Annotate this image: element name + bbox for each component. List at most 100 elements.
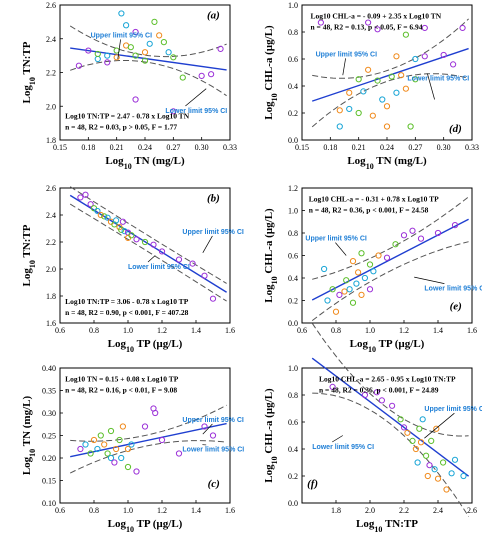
regression-equation: Log10 CHL-a = 2.65 - 0.95 x Log10 TN:TP [319,374,456,383]
x-tick-label: 0.6 [55,326,65,335]
data-point [389,402,396,409]
ci-upper-curve [312,196,469,280]
y-axis-label: Log10 CHL-a (µg/L) [263,208,279,303]
ci-lower-curve [311,73,469,128]
ci-upper-label: Upper limit 95% CI [91,32,153,39]
y-tick-label: 2.0 [46,102,56,111]
x-tick-label: 1.6 [467,326,477,335]
data-point [365,19,372,26]
data-point [409,227,416,234]
data-point [111,459,118,466]
data-point [156,32,163,39]
data-point [355,76,362,83]
data-point [358,291,365,298]
x-tick-label: 0.33 [465,143,479,152]
y-tick-label: 1.8 [46,136,56,145]
y-axis-label: Log10 TN (mg/L) [21,396,37,476]
data-point [127,44,134,51]
ci-lower-pointer [332,435,343,443]
data-point [421,53,428,60]
x-tick-label: 2.6 [467,506,477,515]
data-point [85,47,92,54]
data-point [383,123,391,130]
chart-panel-c: 0.6 0.8 1.0 1.2 1.4 1.6 0.10 0.15 0.20 0.25 0.30 0.… [21,364,244,534]
data-point [104,450,111,457]
data-point [400,232,408,239]
data-point [119,423,127,430]
data-point [107,454,115,462]
data-point [217,45,224,52]
x-tick-label: 1.4 [433,326,443,335]
panel-label: (d) [449,123,462,135]
x-tick-label: 1.4 [191,506,201,515]
regression-equation: Log10 CHL-a = - 0.09 + 2.35 x Log10 TN [311,11,442,20]
data-point [179,74,186,81]
data-point [358,250,365,257]
y-tick-label: 0.25 [42,432,56,441]
data-point [346,105,353,113]
data-point [82,191,89,198]
y-tick-label: 0.2 [288,109,298,118]
data-point [431,466,438,473]
y-tick-label: 0.2 [288,472,298,481]
panel-label: (a) [207,10,220,22]
data-point [398,72,405,79]
y-axis-label: Log10 TN:TP [21,41,37,103]
data-point [459,24,466,32]
y-tick-label: 0.8 [288,391,298,400]
data-point [369,112,376,119]
data-point [412,445,419,453]
x-tick-label: 0.15 [53,143,67,152]
data-point [124,445,132,453]
data-point [141,423,149,430]
y-tick-label: 1.8 [46,292,56,301]
chart-panel-f: 1.8 2.0 2.2 2.4 2.6 0.0 0.2 0.4 0.6 0.8 1.0 Log10 T… [263,322,482,534]
x-axis-label: Log10 TN (mg/L) [105,155,185,171]
data-point [128,441,135,448]
ci-upper-curve [311,322,469,437]
data-point [175,256,183,263]
ci-lower-label: Lower limit 95% CI [312,444,374,451]
x-tick-label: 0.15 [295,143,309,152]
x-tick-label: 1.6 [225,326,235,335]
data-point [370,268,377,275]
data-point [87,201,94,208]
y-tick-label: 0.20 [42,454,56,463]
ci-lower-curve [69,440,227,474]
data-point [324,297,331,304]
x-tick-label: 2.2 [399,506,409,515]
data-point [77,445,84,453]
x-axis-label: Log10 TP (µg/L) [350,338,425,354]
data-point [379,96,386,103]
data-point [113,445,120,453]
data-point [360,88,367,95]
x-tick-label: 1.0 [123,326,133,335]
data-point [123,22,130,29]
y-tick-label: 0.4 [288,274,298,283]
regression-equation: Log10 TN:TP = 3.06 - 0.78 x Log10 TP [65,297,189,306]
chart-panel-a: 0.15 0.18 0.21 0.24 0.27 0.30 0.33 1.8 2.0 2.2 2.4… [21,1,237,171]
data-point [158,436,166,444]
data-point [118,10,125,17]
data-point [419,416,426,423]
data-point [416,425,423,432]
x-tick-label: 0.6 [297,326,307,335]
data-point [434,475,442,482]
data-point [388,73,395,80]
panel-label: (c) [208,478,220,490]
regression-stats: n = 48, R2 = 0.13, p < 0.05, F = 6.94 [311,22,423,31]
ci-upper-curve [69,25,227,58]
ci-lower-curve [69,203,227,302]
ci-upper-pointer [342,58,346,76]
data-point [94,445,101,453]
x-tick-label: 0.21 [352,143,366,152]
data-point [343,277,350,284]
data-point [421,24,428,32]
data-point [132,96,139,103]
data-point [383,103,391,110]
y-tick-label: 2.2 [46,238,56,247]
data-point [434,229,442,237]
y-axis-label: Log10 CHL-a (µg/L) [263,388,279,483]
data-point [361,274,368,282]
x-tick-label: 2.4 [433,506,443,515]
